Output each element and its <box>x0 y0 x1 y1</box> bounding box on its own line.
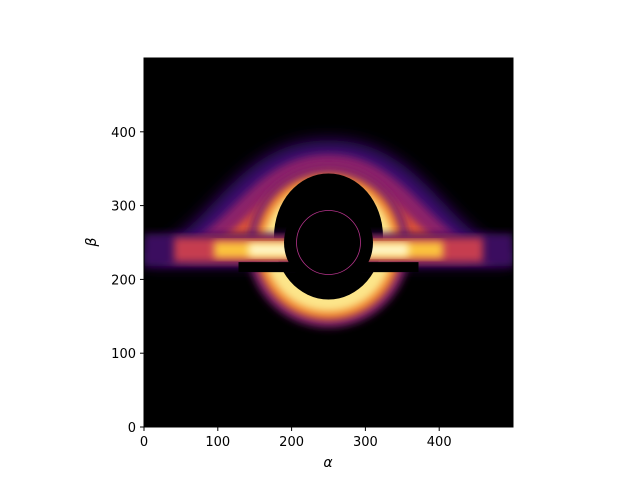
y-tick-label: 0 <box>128 421 136 436</box>
x-tick-label: 400 <box>427 435 452 450</box>
x-axis: 0 100 200 300 400 <box>140 427 452 450</box>
y-axis: 0 100 200 300 400 <box>111 126 144 436</box>
y-tick-label: 100 <box>111 347 136 362</box>
x-tick-label: 200 <box>279 435 304 450</box>
photon-ring <box>296 210 361 275</box>
disk-gap <box>238 262 419 273</box>
x-tick-label: 100 <box>205 435 230 450</box>
x-tick-label: 300 <box>353 435 378 450</box>
y-tick-label: 300 <box>111 200 136 215</box>
y-axis-label: β <box>84 237 100 247</box>
black-hole-image <box>144 140 513 328</box>
plot-frame <box>143 57 514 428</box>
black-hole-shadow <box>284 198 373 287</box>
y-tick-label: 200 <box>111 273 136 288</box>
y-tick-label: 400 <box>111 126 136 141</box>
x-axis-label: α <box>323 455 333 471</box>
x-tick-label: 0 <box>140 435 148 450</box>
